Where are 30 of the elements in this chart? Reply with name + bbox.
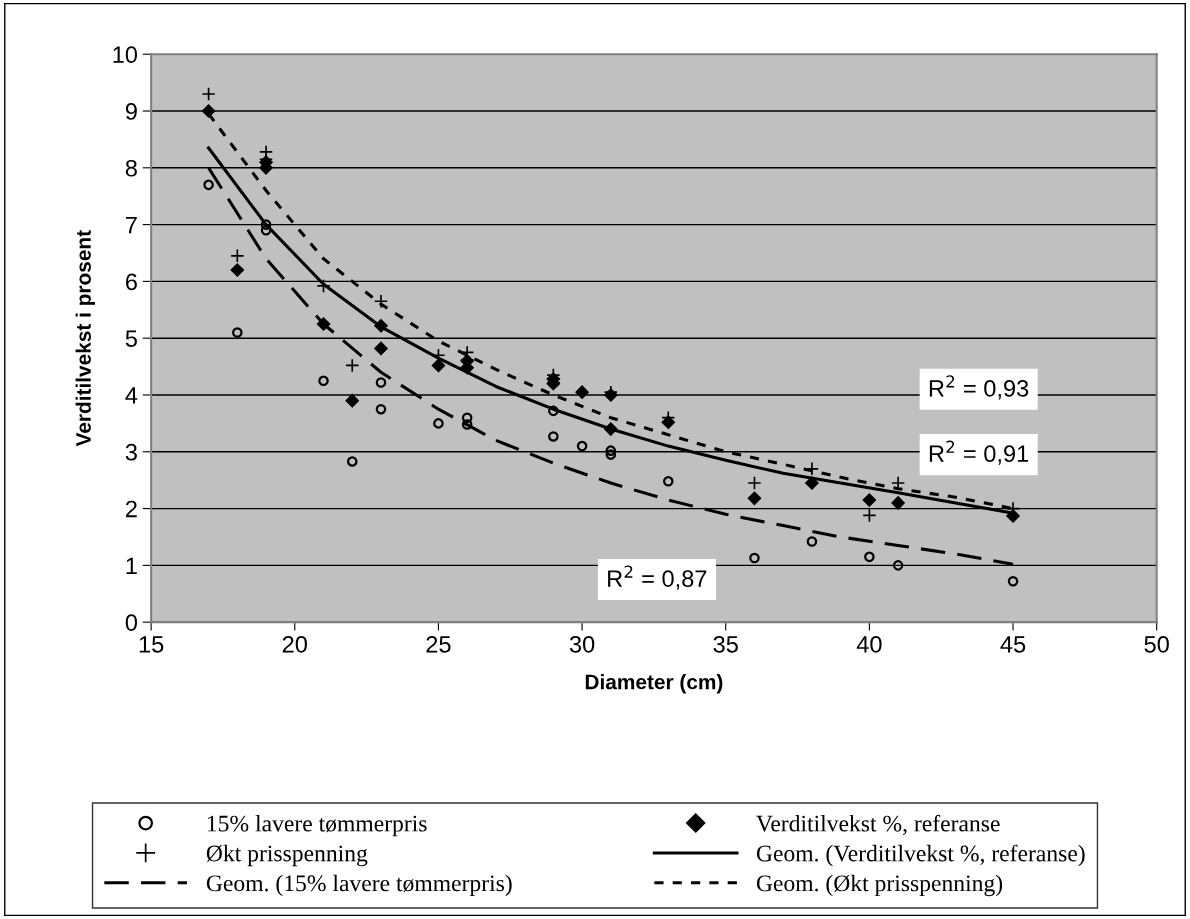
x-tick-label: 30: [569, 635, 595, 653]
annotation: R$^{2}$ = 0,91: [929, 440, 1029, 465]
x-tick-label: 20: [282, 635, 307, 653]
x-tick-label: 45: [1000, 636, 1026, 653]
x-tick-label: 15: [139, 636, 164, 653]
y-tick-label: 0: [125, 614, 138, 631]
legend-label: Verditilvekst %, referanse: [756, 814, 1000, 835]
y-tick-label: 4: [125, 387, 138, 404]
annotation: R$^{2}$ = 0,87: [608, 565, 707, 590]
x-tick-label: 35: [713, 635, 738, 653]
y-tick-label: 8: [125, 159, 137, 177]
x-axis-title: Diameter (cm): [585, 674, 723, 694]
y-tick-label: 9: [125, 103, 137, 120]
y-tick-label: 3: [125, 443, 137, 461]
y-tick-label: 5: [125, 330, 137, 347]
annotation: R$^{2}$ = 0,93: [929, 375, 1029, 400]
legend-label: Geom. (Økt prisspenning): [756, 874, 1003, 897]
y-tick-label: 7: [126, 216, 137, 234]
legend-label: Økt prisspenning: [206, 844, 368, 867]
x-tick-label: 40: [856, 635, 882, 653]
x-tick-label: 50: [1144, 635, 1169, 653]
y-axis-title: Verditilvekst i prosent: [75, 230, 96, 447]
y-tick-label: 6: [126, 273, 137, 291]
legend-label: Geom. (15% lavere tømmerpris): [206, 874, 512, 897]
legend-label: 15% lavere tømmerpris: [207, 814, 427, 837]
y-tick-label: 1: [126, 557, 137, 574]
x-tick-label: 25: [426, 635, 451, 653]
y-tick-label: 10: [113, 46, 138, 64]
y-tick-label: 2: [125, 500, 137, 518]
legend-label: Geom. (Verditilvekst %, referanse): [756, 844, 1085, 867]
